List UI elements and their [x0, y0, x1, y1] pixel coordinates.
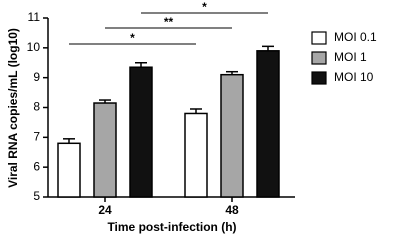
legend-swatch	[311, 31, 327, 45]
legend-swatch	[311, 71, 327, 85]
bar	[57, 142, 81, 198]
bar	[256, 50, 280, 198]
significance-label: *	[130, 31, 135, 45]
legend-swatch	[311, 51, 327, 65]
y-tick-label: 6	[33, 159, 40, 173]
y-tick-label: 5	[33, 189, 40, 203]
bar	[220, 73, 244, 198]
x-tick-label: 48	[225, 203, 239, 217]
x-axis-label: Time post-infection (h)	[107, 220, 236, 234]
x-tick-label: 24	[98, 203, 112, 217]
legend-label: MOI 0.1	[334, 30, 377, 44]
y-axis-label: Viral RNA copies/mL (log10)	[6, 28, 20, 188]
y-tick-label: 11	[28, 10, 41, 24]
y-tick-label: 7	[33, 130, 40, 144]
legend-label: MOI 10	[334, 70, 374, 84]
significance-label: *	[202, 0, 207, 14]
y-tick-label: 9	[33, 70, 40, 84]
bar	[93, 102, 117, 198]
bar	[184, 112, 208, 198]
y-tick-label: 8	[33, 100, 40, 114]
significance-label: **	[164, 15, 174, 29]
y-tick-label: 10	[27, 40, 41, 54]
legend-label: MOI 1	[334, 50, 367, 64]
bar	[129, 66, 153, 198]
